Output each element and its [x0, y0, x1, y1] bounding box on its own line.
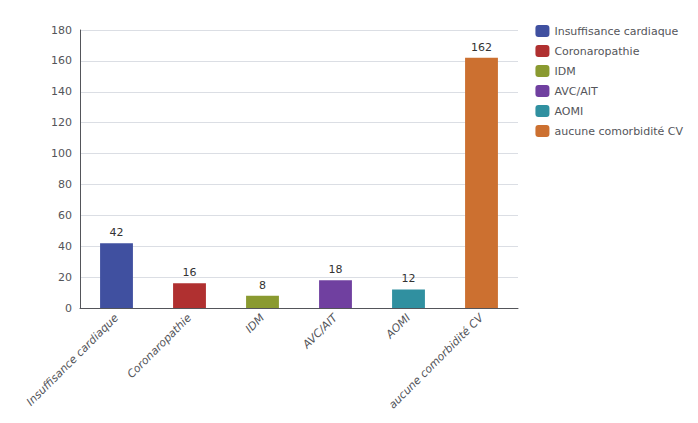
svg-text:Insuffisance cardiaque: Insuffisance cardiaque — [554, 25, 678, 38]
svg-text:16: 16 — [183, 266, 197, 279]
svg-text:AOMI: AOMI — [383, 311, 413, 341]
svg-text:40: 40 — [58, 240, 72, 253]
svg-text:Insuffisance cardiaque: Insuffisance cardiaque — [24, 311, 121, 408]
svg-text:160: 160 — [51, 54, 72, 67]
svg-text:180: 180 — [51, 24, 72, 37]
svg-text:aucune comorbidité CV: aucune comorbidité CV — [386, 310, 487, 411]
svg-text:IDM: IDM — [243, 311, 268, 336]
svg-text:100: 100 — [51, 147, 72, 160]
svg-text:18: 18 — [329, 263, 343, 276]
svg-text:Coronaropathie: Coronaropathie — [125, 311, 195, 381]
svg-text:Coronaropathie: Coronaropathie — [554, 45, 639, 58]
svg-text:20: 20 — [58, 271, 72, 284]
svg-text:42: 42 — [110, 226, 124, 239]
svg-text:80: 80 — [58, 178, 72, 191]
svg-text:120: 120 — [51, 116, 72, 129]
svg-text:8: 8 — [259, 279, 266, 292]
svg-text:AOMI: AOMI — [554, 105, 583, 118]
svg-text:IDM: IDM — [554, 65, 575, 78]
svg-text:140: 140 — [51, 85, 72, 98]
svg-text:AVC/AIT: AVC/AIT — [554, 85, 598, 98]
svg-text:12: 12 — [402, 272, 416, 285]
svg-text:0: 0 — [65, 302, 72, 315]
svg-text:aucune comorbidité CV: aucune comorbidité CV — [554, 125, 683, 138]
svg-text:60: 60 — [58, 209, 72, 222]
svg-text:AVC/AIT: AVC/AIT — [300, 311, 341, 352]
svg-text:162: 162 — [471, 41, 492, 54]
